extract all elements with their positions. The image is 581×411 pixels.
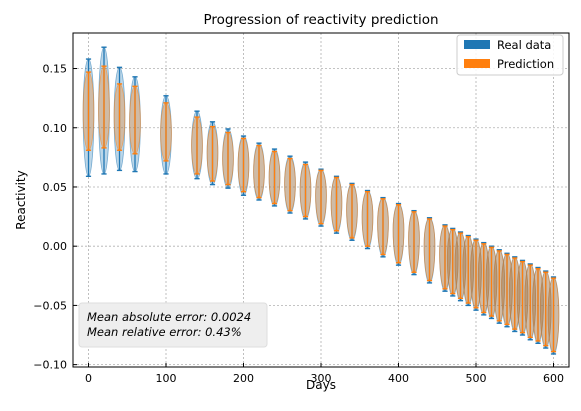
violin-plots (82, 46, 560, 355)
legend-label-real-data: Real data (497, 38, 551, 52)
y-tick-label: 0.15 (43, 63, 68, 76)
error-annotation: Mean absolute error: 0.0024 Mean relativ… (78, 302, 268, 348)
y-axis-label: Reactivity (14, 170, 28, 229)
y-tick-label: −0.05 (33, 299, 67, 312)
legend-swatch-prediction (464, 59, 490, 68)
legend: Real data Prediction (456, 34, 564, 76)
x-tick-label: 0 (85, 372, 92, 385)
mean-absolute-error-text: Mean absolute error: 0.0024 (87, 310, 251, 324)
legend-swatch-real-data (464, 40, 490, 49)
mean-relative-error-text: Mean relative error: 0.43% (87, 325, 242, 339)
x-tick-label: 400 (388, 372, 409, 385)
x-tick-label: 500 (466, 372, 487, 385)
x-axis-label: Days (306, 378, 336, 392)
x-tick-label: 600 (543, 372, 564, 385)
x-tick-label: 100 (156, 372, 177, 385)
y-tick-label: 0.05 (43, 181, 68, 194)
chart-title: Progression of reactivity prediction (203, 12, 438, 28)
legend-label-prediction: Prediction (497, 57, 554, 71)
y-tick-label: 0.10 (43, 122, 68, 135)
y-tick-label: 0.00 (43, 240, 68, 253)
annotation-box (78, 302, 268, 348)
x-tick-label: 200 (233, 372, 254, 385)
axis-ticks: 0 100 200 300 400 500 600 −0.10 −0.05 0.00 0.05 0.1… (33, 63, 564, 385)
x-tick-label: 300 (311, 372, 332, 385)
y-tick-label: −0.10 (33, 359, 67, 372)
